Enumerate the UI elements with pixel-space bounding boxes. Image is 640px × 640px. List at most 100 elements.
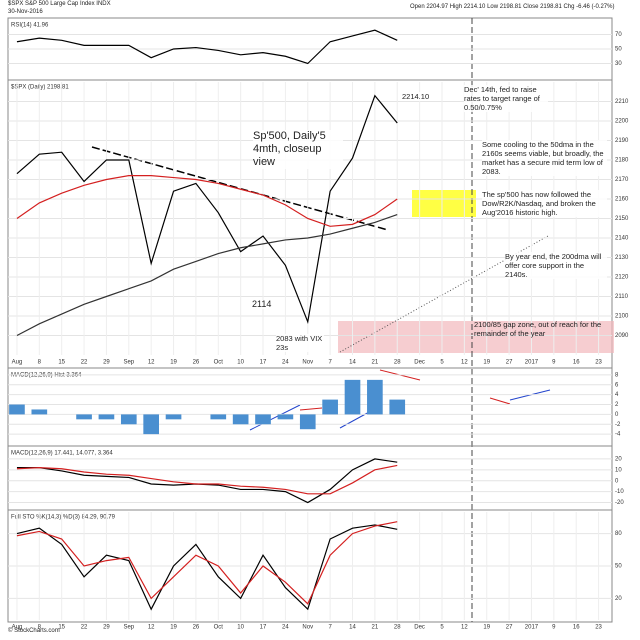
y-tick-label: 4	[615, 392, 619, 398]
x-tick-label: 17	[260, 360, 267, 366]
y-tick-label: 8	[615, 373, 619, 379]
annotation: 2114	[252, 299, 272, 309]
quote: Open 2204.97 High 2214.10 Low 2198.81 Cl…	[410, 4, 615, 10]
bar	[9, 404, 25, 415]
y-tick-label: 2110	[615, 294, 629, 300]
x-tick-label: 27	[506, 360, 513, 366]
x-tick-label: 15	[58, 625, 65, 631]
x-tick-label: 21	[372, 360, 379, 366]
y-tick-label: 2150	[615, 216, 629, 222]
y-tick-label: 2200	[615, 119, 629, 125]
x-tick-label: 5	[440, 360, 444, 366]
x-tick-label: Dec	[414, 625, 425, 631]
annotation: Some cooling to the 50dma in the 2160s s…	[482, 140, 607, 176]
y-tick-label: -4	[615, 432, 621, 438]
bar	[277, 414, 294, 420]
x-tick-label: 7	[328, 625, 332, 631]
x-tick-label: 22	[81, 625, 88, 631]
series-line	[16, 521, 398, 605]
y-tick-label: 2190	[615, 138, 629, 144]
y-tick-label: -20	[615, 500, 624, 506]
x-tick-label: 5	[440, 625, 444, 631]
bar	[210, 414, 227, 420]
x-tick-label: 8	[38, 625, 42, 631]
annotation: 2100/85 gap zone, out of reach for the r…	[474, 320, 602, 338]
x-tick-label: 2017	[525, 360, 539, 366]
bar	[31, 409, 48, 415]
y-tick-label: 70	[615, 32, 622, 38]
annotation: By year end, the 200dma will offer core …	[505, 252, 607, 279]
x-tick-label: 29	[103, 360, 110, 366]
x-tick-label: 19	[483, 360, 490, 366]
panel-label: $SPX (Daily) 2198.81	[11, 85, 69, 91]
x-tick-label: 12	[148, 360, 155, 366]
panel-label: RSI(14) 41.96	[11, 23, 49, 29]
x-tick-label: 10	[237, 625, 244, 631]
bar	[367, 379, 383, 415]
x-tick-label: Aug	[12, 625, 23, 631]
credit: © StockCharts.com	[8, 628, 60, 634]
x-tick-label: Nov	[302, 625, 313, 631]
divergence-line	[249, 404, 301, 431]
x-tick-label: 26	[193, 625, 200, 631]
y-tick-label: 80	[615, 531, 622, 537]
x-tick-label: 14	[349, 360, 356, 366]
y-tick-label: 2	[615, 402, 619, 408]
gap-zone	[338, 321, 614, 353]
x-tick-label: 7	[328, 360, 332, 366]
x-tick-label: 19	[483, 625, 490, 631]
bar	[255, 414, 271, 425]
x-tick-label: 12	[461, 625, 468, 631]
x-tick-label: 9	[552, 360, 556, 366]
series-line	[16, 214, 398, 337]
support-zone	[412, 190, 476, 217]
y-tick-label: 50	[615, 564, 622, 570]
x-tick-label: Nov	[302, 360, 313, 366]
x-tick-label: 9	[552, 625, 556, 631]
annotation: The sp'500 has now followed the Dow/R2K/…	[482, 190, 607, 217]
y-tick-label: 2180	[615, 158, 629, 164]
x-tick-label: 26	[193, 360, 200, 366]
trend-line	[91, 146, 389, 231]
x-tick-label: Sep	[123, 360, 134, 366]
bar	[98, 414, 115, 420]
x-tick-label: 27	[506, 625, 513, 631]
y-tick-label: 20	[615, 456, 622, 462]
x-tick-label: 10	[237, 360, 244, 366]
x-tick-label: 16	[573, 625, 580, 631]
x-tick-label: 12	[461, 360, 468, 366]
y-tick-label: 2120	[615, 275, 629, 281]
y-tick-label: 30	[615, 61, 622, 67]
x-tick-label: 2017	[525, 625, 539, 631]
bar	[232, 414, 249, 425]
x-tick-label: 24	[282, 625, 289, 631]
y-tick-label: 2210	[615, 99, 629, 105]
y-tick-label: 0	[615, 478, 619, 484]
x-tick-label: Dec	[414, 360, 425, 366]
annotation: Sp'500, Daily'5 4mth, closeup view	[253, 130, 343, 169]
x-tick-label: 24	[282, 360, 289, 366]
annotation: Dec' 14th, fed to raise rates to target …	[464, 85, 548, 112]
y-tick-label: -2	[615, 422, 621, 428]
panel-label: MACD(12,26,9) Hist 3.364	[11, 373, 82, 379]
x-tick-label: 19	[170, 360, 177, 366]
x-tick-label: 12	[148, 625, 155, 631]
divergence-line	[489, 397, 511, 405]
x-tick-label: 23	[595, 360, 602, 366]
x-tick-label: Sep	[123, 625, 134, 631]
bar	[165, 414, 182, 420]
y-tick-label: 2170	[615, 177, 629, 183]
x-tick-label: Oct	[214, 625, 224, 631]
x-tick-label: 29	[103, 625, 110, 631]
date: 30-Nov-2016	[8, 9, 43, 15]
x-tick-label: 15	[58, 360, 65, 366]
y-tick-label: -10	[615, 489, 624, 495]
frame	[7, 17, 613, 623]
x-tick-label: 19	[170, 625, 177, 631]
x-tick-label: 28	[394, 360, 401, 366]
y-tick-label: 20	[615, 596, 622, 602]
series-line	[16, 175, 398, 227]
y-tick-label: 50	[615, 47, 622, 53]
bar	[76, 414, 92, 420]
